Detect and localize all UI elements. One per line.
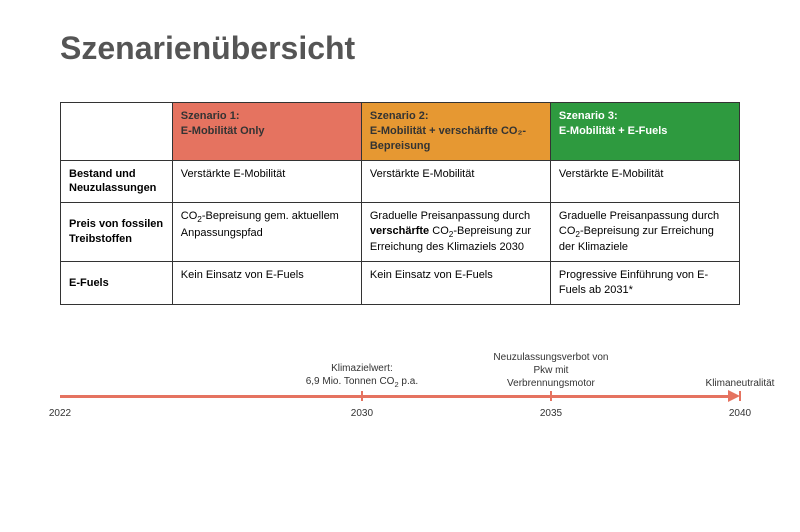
timeline-labels-top: Klimazielwert:6,9 Mio. Tonnen CO2 p.a. Ne… [60,350,740,395]
table-body: Bestand und NeuzulassungenVerstärkte E-M… [61,160,740,304]
scenario-table: Szenario 1: E-Mobilität Only Szenario 2:… [60,102,740,305]
table-cell: Verstärkte E-Mobilität [550,160,739,203]
table-cell: Progressive Einführung von E-Fuels ab 20… [550,262,739,305]
timeline-year-label: 2035 [540,408,562,419]
timeline-tick [361,391,363,401]
header-label-line2: E-Mobilität Only [181,125,265,137]
table-cell: Kein Einsatz von E-Fuels [361,262,550,305]
table-cell: Graduelle Preisanpassung durch verschärf… [361,203,550,262]
table-cell: Graduelle Preisanpassung durch CO2-Bepre… [550,203,739,262]
timeline-milestone-label: Klimazielwert:6,9 Mio. Tonnen CO2 p.a. [282,362,442,390]
header-label-line1: Szenario 1: [181,110,240,122]
timeline-bar [60,395,728,398]
header-label-line1: Szenario 3: [559,110,618,122]
table-cell: CO2-Bepreisung gem. aktuellem Anpassungs… [172,203,361,262]
table-header-row: Szenario 1: E-Mobilität Only Szenario 2:… [61,103,740,161]
header-label-line2: E-Mobilität + E-Fuels [559,125,667,137]
header-label-line1: Szenario 2: [370,110,429,122]
table-cell: Verstärkte E-Mobilität [361,160,550,203]
timeline-year-label: 2040 [729,408,751,419]
timeline-tick [739,391,741,401]
header-scenario-2: Szenario 2: E-Mobilität + verschärfte CO… [361,103,550,161]
table-row: E-FuelsKein Einsatz von E-FuelsKein Eins… [61,262,740,305]
timeline: Klimazielwert:6,9 Mio. Tonnen CO2 p.a. Ne… [60,350,740,460]
table-cell: Verstärkte E-Mobilität [172,160,361,203]
table-row: Preis von fossilen TreibstoffenCO2-Bepre… [61,203,740,262]
timeline-year-label: 2022 [49,408,71,419]
table-row: Bestand und NeuzulassungenVerstärkte E-M… [61,160,740,203]
timeline-tick [550,391,552,401]
row-label: Bestand und Neuzulassungen [61,160,173,203]
timeline-year-label: 2030 [351,408,373,419]
header-scenario-1: Szenario 1: E-Mobilität Only [172,103,361,161]
header-scenario-3: Szenario 3: E-Mobilität + E-Fuels [550,103,739,161]
header-label-line2: E-Mobilität + verschärfte CO₂-Bepreisung [370,125,526,152]
table-cell: Kein Einsatz von E-Fuels [172,262,361,305]
timeline-milestone-label: Klimaneutralität [660,377,800,390]
row-label: E-Fuels [61,262,173,305]
timeline-milestone-label: Neuzulassungsverbot vonPkw mitVerbrennun… [471,351,631,390]
timeline-line [60,395,740,398]
row-label: Preis von fossilen Treibstoffen [61,203,173,262]
page-title: Szenarienübersicht [60,30,740,67]
table-corner-cell [61,103,173,161]
